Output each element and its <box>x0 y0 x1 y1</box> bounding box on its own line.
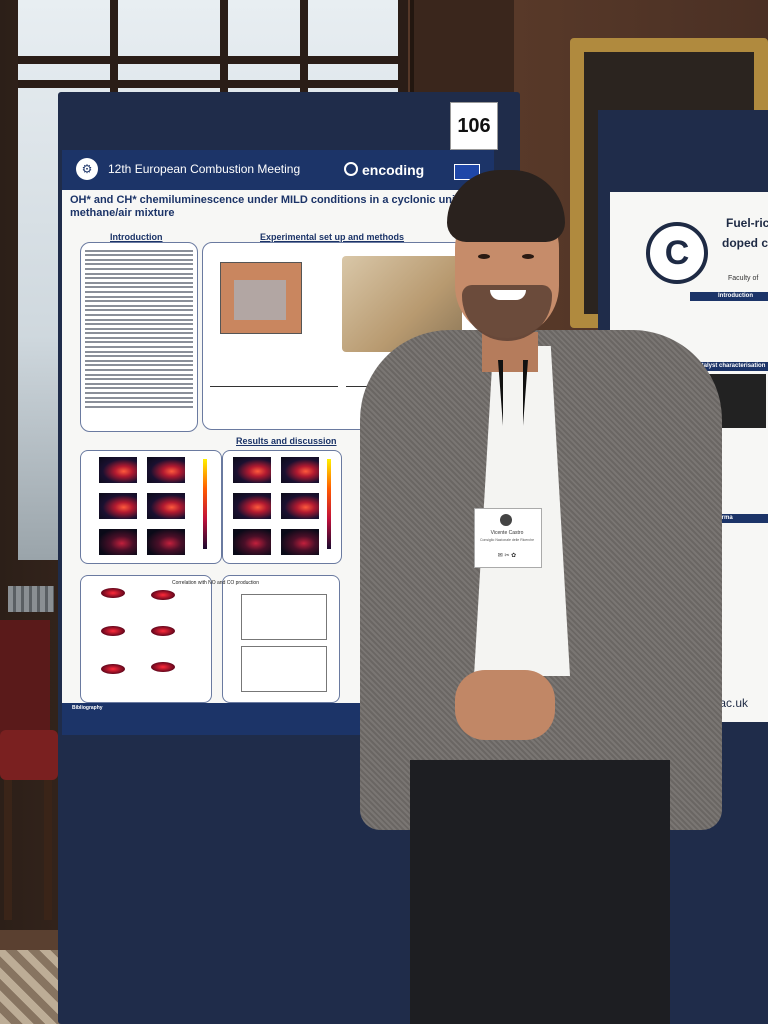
flame-contour <box>151 662 175 672</box>
correlation-box <box>222 575 340 703</box>
right-section-catalyst: Catalyst characterisation <box>690 362 768 371</box>
bibliography-title: Bibliography <box>72 705 103 711</box>
flame-contour <box>151 590 175 600</box>
burner-schematic-inner <box>234 280 286 320</box>
flame-contour <box>101 588 125 598</box>
conference-logo-icon: ⚙ <box>76 158 98 180</box>
flame-image <box>233 493 271 519</box>
window-mullion <box>18 56 398 64</box>
right-poster-faculty: Faculty of <box>728 275 759 282</box>
correlation-title: Correlation with NO and CO production <box>172 580 259 586</box>
encoding-logo-text: encoding <box>362 162 425 178</box>
flame-image <box>233 457 271 483</box>
correlation-plot <box>241 646 327 692</box>
flame-image <box>99 457 137 483</box>
wood-panel <box>410 0 514 110</box>
reaction-table <box>210 386 338 425</box>
clasped-hands <box>455 670 555 740</box>
conference-name: 12th European Combustion Meeting <box>108 162 301 176</box>
flame-image <box>147 457 185 483</box>
badge-logo-icon <box>500 514 512 526</box>
flame-contour <box>101 626 125 636</box>
colorbar <box>327 459 331 549</box>
red-chair <box>0 620 58 920</box>
flame-image <box>99 493 137 519</box>
section-setup: Experimental set up and methods <box>260 232 405 242</box>
flame-image <box>281 493 319 519</box>
smile <box>490 290 526 300</box>
badge-icons: ✉ ✂ ✿ <box>497 553 517 559</box>
radiator <box>8 586 54 612</box>
eye <box>478 254 490 259</box>
main-poster: ⚙ 12th European Combustion Meeting encod… <box>62 150 494 735</box>
poster-header: ⚙ 12th European Combustion Meeting encod… <box>62 150 494 190</box>
window-mullion <box>18 80 398 88</box>
colorbar <box>203 459 207 549</box>
right-poster-title: Fuel-rich <box>726 216 768 230</box>
flame-contour <box>101 664 125 674</box>
badge-organization: Consiglio Nazionale delle Ricerche <box>479 538 535 542</box>
flame-image <box>147 529 185 555</box>
flame-shape-grid <box>80 575 212 703</box>
section-introduction: Introduction <box>110 232 163 242</box>
cranfield-logo-icon: C <box>646 222 708 284</box>
poster-title: OH* and CH* chemiluminescence under MILD… <box>70 194 484 219</box>
flame-image <box>281 457 319 483</box>
encoding-logo-icon <box>344 162 358 176</box>
right-poster-subtitle: doped c <box>722 236 768 250</box>
dark-trousers <box>410 760 670 1024</box>
right-section-introduction: Introduction <box>690 292 768 301</box>
chemiluminescence-images-chstar <box>222 450 342 564</box>
correlation-plot <box>241 594 327 640</box>
flame-image <box>147 493 185 519</box>
board-number-tag: 106 <box>450 102 498 150</box>
curly-hair <box>447 170 565 242</box>
flame-image <box>233 529 271 555</box>
chemiluminescence-images-ohstar <box>80 450 222 564</box>
badge-name: Vicente Castro <box>490 530 524 536</box>
eye <box>522 254 534 259</box>
flame-image <box>281 529 319 555</box>
section-results: Results and discussion <box>236 436 337 446</box>
flame-image <box>99 529 137 555</box>
introduction-text-box <box>80 242 198 432</box>
flame-contour <box>151 626 175 636</box>
